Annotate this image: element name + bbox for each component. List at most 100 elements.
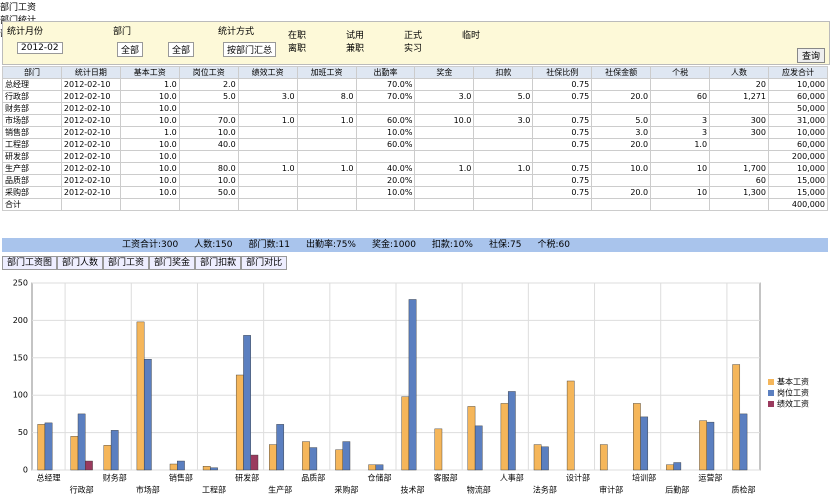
cell [60, 198, 121, 211]
filter-field[interactable]: 按部门汇总 [223, 42, 277, 57]
tab[interactable]: 部门奖金 [149, 256, 196, 270]
cell [414, 150, 475, 163]
summary-item: 社保:75 [488, 240, 522, 250]
cell: 1.0 [473, 162, 534, 175]
cell: 10,000 [767, 78, 829, 91]
cell: 2012-02-10 [60, 162, 121, 175]
y-tick-label: 150 [13, 353, 28, 362]
cell [414, 102, 475, 115]
column-header: 人数 [709, 66, 769, 79]
cell: 70.0 [178, 114, 239, 127]
cell: 采购部 [2, 186, 62, 199]
checkbox[interactable]: 离职 [288, 44, 307, 54]
cell: 10.0 [178, 126, 239, 139]
cell [355, 102, 416, 115]
checkbox[interactable]: 在职 [288, 31, 307, 41]
x-tick-label: 财务部 [103, 473, 127, 483]
cell [709, 102, 769, 115]
tab[interactable]: 部门对比 [241, 256, 288, 270]
column-header: 部门 [2, 66, 62, 79]
bar [401, 396, 410, 471]
table-row: 财务部 2012-02-10 10.0 50,000 [2, 102, 829, 115]
cell: 生产部 [2, 162, 62, 175]
cell: 1,300 [709, 186, 769, 199]
x-tick-label: 运营部 [698, 473, 722, 483]
bar [44, 422, 53, 471]
filter-field[interactable]: 全部 [168, 42, 195, 57]
cell [296, 102, 357, 115]
cell: 20.0 [591, 138, 652, 151]
bar [235, 374, 244, 471]
cell: 财务部 [2, 102, 62, 115]
bar [706, 421, 715, 471]
cell: 10,000 [767, 162, 829, 175]
bar [434, 428, 443, 471]
cell: 5.0 [473, 90, 534, 103]
bar [732, 364, 741, 471]
column-header: 应发合计 [767, 66, 829, 79]
button[interactable]: 查询 [796, 48, 825, 63]
cell: 0.75 [532, 114, 593, 127]
bar [640, 416, 649, 471]
filter-field[interactable]: 2012-02 [17, 42, 63, 54]
x-tick-label: 审计部 [599, 485, 623, 495]
cell: 3 [650, 126, 711, 139]
cell: 40.0 [178, 138, 239, 151]
filter-field: 统计方式 [218, 27, 255, 37]
cell: 70.0% [355, 90, 416, 103]
column-header: 岗位工资 [178, 66, 239, 79]
cell [414, 78, 475, 91]
bar [103, 445, 112, 471]
y-tick-label: 50 [18, 428, 28, 437]
cell: 1.0 [119, 126, 180, 139]
bar [335, 449, 343, 471]
cell: 10.0 [119, 114, 180, 127]
x-tick-label: 总经理 [37, 473, 61, 483]
tab[interactable]: 部门人数 [57, 256, 104, 270]
cell: 1.0 [650, 138, 711, 151]
cell: 20.0 [591, 90, 652, 103]
summary-item: 出勤率:75% [305, 240, 356, 250]
column-header: 奖金 [414, 66, 475, 79]
x-tick-label: 技术部 [401, 485, 425, 495]
bar [368, 464, 377, 471]
cell: 2.0 [178, 78, 239, 91]
cell: 1,700 [709, 162, 769, 175]
checkbox[interactable]: 实习 [404, 44, 423, 54]
cell [178, 150, 239, 163]
cell [296, 186, 357, 199]
tab[interactable]: 部门工资图 [2, 256, 58, 270]
cell: 80.0 [178, 162, 239, 175]
cell [532, 102, 593, 115]
filter-field[interactable]: 全部 [117, 42, 144, 57]
filter-field: 统计月份 [7, 27, 44, 37]
table-row: 研发部 2012-02-10 10.0 200,000 [2, 150, 829, 163]
checkbox[interactable]: 正式 [404, 31, 423, 41]
bar [136, 321, 145, 471]
cell [237, 78, 298, 91]
x-tick-label: 后勤部 [665, 485, 689, 495]
bar [342, 441, 351, 471]
checkbox[interactable]: 临时 [462, 31, 481, 41]
cell: 60.0% [355, 114, 416, 127]
cell [473, 126, 534, 139]
cell [709, 138, 769, 151]
checkbox[interactable]: 兼职 [346, 44, 365, 54]
checkbox[interactable]: 试用 [346, 31, 365, 41]
tab[interactable]: 部门工资 [0, 3, 37, 13]
cell: 2012-02-10 [60, 102, 121, 115]
bar [85, 460, 93, 471]
legend-label: 岗位工资 [777, 388, 809, 398]
cell [650, 174, 711, 187]
cell [178, 198, 239, 211]
tab[interactable]: 部门工资 [103, 256, 150, 270]
cell [473, 102, 534, 115]
bar [202, 466, 211, 471]
cell: 10.0% [355, 126, 416, 139]
tab[interactable]: 部门扣款 [195, 256, 242, 270]
cell: 总经理 [2, 78, 62, 91]
cell [237, 174, 298, 187]
bar [633, 403, 641, 471]
cell: 60 [709, 174, 769, 187]
